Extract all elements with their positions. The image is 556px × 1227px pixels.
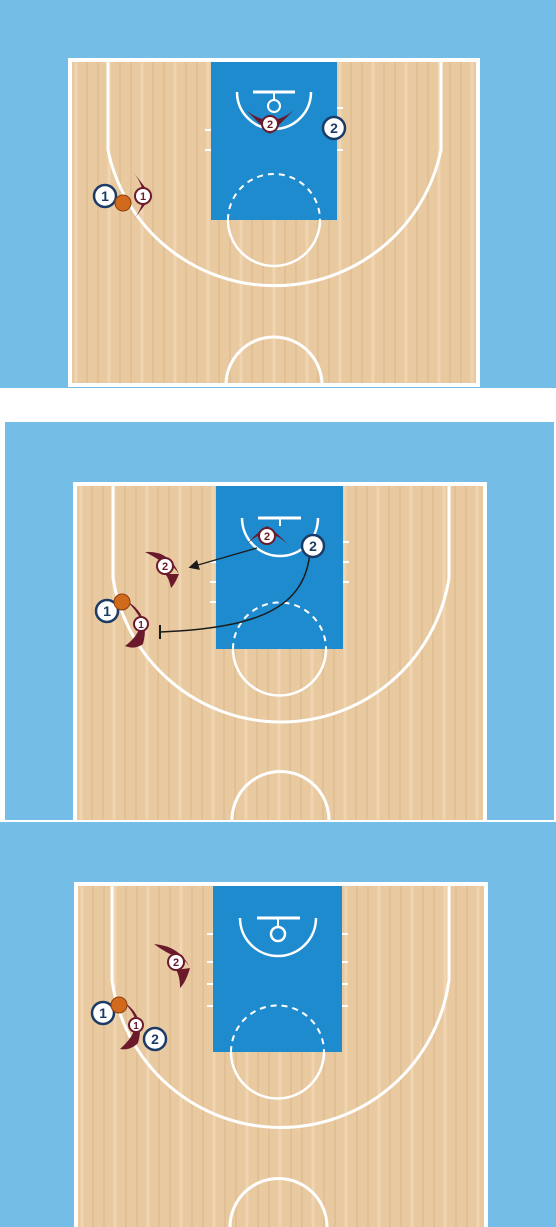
defender-move-arrow (188, 547, 258, 570)
offense-player-2: 2 (321, 115, 347, 141)
svg-text:1: 1 (99, 1005, 107, 1021)
svg-text:1: 1 (133, 1021, 139, 1032)
defender-2: 2 (246, 110, 294, 134)
defender-1: 1 (120, 1001, 144, 1050)
diagram-frame-3: 2 1 1 2 (0, 822, 556, 1227)
ball-icon (110, 996, 128, 1014)
court-3: 2 1 1 2 (0, 822, 556, 1227)
svg-text:2: 2 (264, 531, 270, 543)
paint-3 (213, 886, 342, 1052)
court-1: 2 2 1 1 (0, 0, 556, 388)
court-2: 2 2 2 1 1 (5, 422, 554, 820)
three-point-line-1 (106, 62, 443, 288)
svg-text:2: 2 (309, 538, 317, 554)
ball-icon (113, 593, 131, 611)
offense-player-2: 2 (142, 1026, 168, 1052)
offense-player-2: 2 (300, 533, 326, 559)
svg-text:2: 2 (173, 957, 179, 969)
svg-text:2: 2 (267, 119, 273, 131)
svg-text:1: 1 (138, 620, 144, 631)
defender-2: 2 (245, 526, 289, 546)
svg-text:2: 2 (151, 1031, 159, 1047)
defender-1: 1 (125, 600, 149, 648)
svg-text:1: 1 (101, 188, 109, 204)
defender-1: 1 (133, 172, 152, 220)
center-circle-1 (224, 335, 324, 386)
paint-1 (211, 62, 337, 220)
svg-text:1: 1 (103, 603, 111, 619)
paint-2 (216, 486, 343, 649)
offense-player-1: 1 (92, 183, 118, 209)
svg-text:2: 2 (162, 561, 168, 573)
screen-path (159, 551, 311, 633)
diagram-frame-1: 2 2 1 1 (0, 0, 556, 388)
ball-icon (114, 194, 132, 212)
defender-2: 2 (154, 944, 190, 988)
svg-text:1: 1 (140, 191, 146, 203)
offense-player-1: 1 (90, 1000, 116, 1026)
svg-text:2: 2 (330, 120, 338, 136)
diagram-frame-2: 2 2 2 1 1 (5, 422, 554, 820)
defender-2-destination: 2 (145, 551, 179, 588)
offense-player-1: 1 (94, 598, 120, 624)
